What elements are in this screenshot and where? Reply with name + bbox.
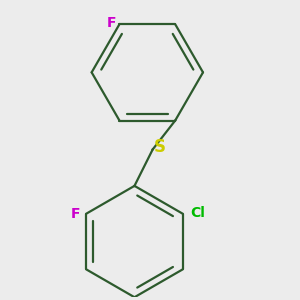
Text: S: S [154, 138, 166, 156]
Text: Cl: Cl [190, 206, 205, 220]
Text: F: F [71, 207, 80, 221]
Text: F: F [107, 16, 117, 30]
